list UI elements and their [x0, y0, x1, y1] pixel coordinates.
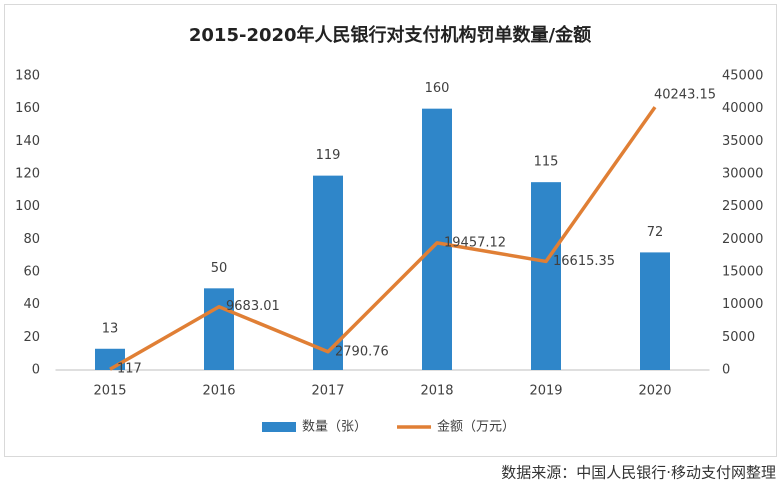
y-tick-label: 180	[15, 69, 40, 84]
y-tick-label: 0	[32, 363, 40, 378]
x-tick-label: 2018	[420, 384, 453, 399]
line-value-label: 9683.01	[226, 299, 280, 314]
y-tick-label: 20	[23, 330, 40, 345]
bar	[640, 252, 670, 370]
y2-tick-label: 25000	[722, 199, 763, 214]
bar-value-label: 160	[425, 81, 450, 96]
line	[109, 106, 657, 371]
x-tick-label: 2017	[311, 384, 344, 399]
line-value-label: 117	[117, 362, 142, 377]
x-tick-label: 2016	[202, 384, 235, 399]
legend-label: 数量（张）	[302, 420, 367, 435]
bar-value-label: 50	[211, 261, 228, 276]
y-tick-label: 60	[23, 265, 40, 280]
bar-value-label: 115	[534, 155, 559, 170]
y2-tick-label: 35000	[722, 134, 763, 149]
y-tick-label: 160	[15, 101, 40, 116]
bar-value-label: 13	[102, 321, 119, 336]
chart-title: 2015-2020年人民银行对支付机构罚单数量/金额	[189, 24, 591, 46]
y2-tick-label: 10000	[722, 297, 763, 312]
x-tick-label: 2020	[638, 384, 671, 399]
y2-tick-label: 15000	[722, 265, 763, 280]
bar-value-label: 119	[316, 148, 341, 163]
x-tick-label: 2019	[529, 384, 562, 399]
y-tick-label: 120	[15, 167, 40, 182]
bar	[422, 108, 452, 371]
x-tick-label: 2015	[93, 384, 126, 399]
y2-tick-label: 40000	[722, 101, 763, 116]
y2-tick-label: 0	[722, 363, 730, 378]
line-value-label: 16615.35	[553, 254, 615, 269]
y2-tick-label: 45000	[722, 69, 763, 84]
y-tick-label: 80	[23, 232, 40, 247]
y2-tick-label: 30000	[722, 167, 763, 182]
chart-frame	[4, 4, 777, 457]
source-note: 数据来源：中国人民银行·移动支付网整理	[501, 464, 776, 482]
y2-tick-label: 5000	[722, 330, 755, 345]
legend-label: 金额（万元）	[437, 419, 515, 435]
y-tick-label: 140	[15, 134, 40, 149]
y2-tick-label: 20000	[722, 232, 763, 247]
y-tick-label: 100	[15, 199, 40, 214]
y-tick-label: 40	[23, 297, 40, 312]
bar-value-label: 72	[647, 225, 664, 240]
line-value-label: 19457.12	[444, 235, 506, 250]
bar	[531, 182, 561, 370]
line-value-label: 2790.76	[335, 344, 389, 359]
bar	[204, 288, 234, 370]
bar	[313, 175, 343, 370]
line-value-label: 40243.15	[654, 88, 716, 103]
legend-swatch	[262, 422, 296, 432]
